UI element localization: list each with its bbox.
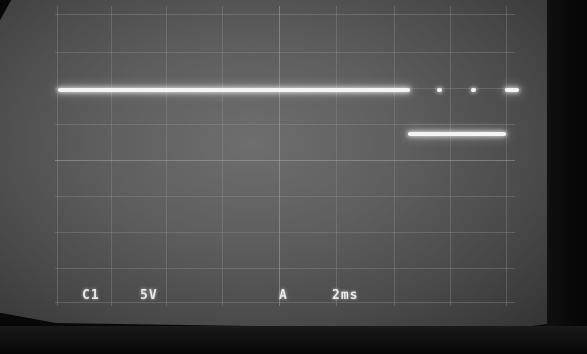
trigger-readout: A (279, 288, 288, 303)
graticule-vertical-line (506, 6, 507, 306)
graticule-center-horizontal-line (55, 160, 515, 161)
waveform-low-level-trace (408, 132, 506, 136)
graticule-horizontal-line (55, 268, 515, 269)
waveform-high-level-segment (505, 88, 519, 92)
volts-per-div-readout: 5V (140, 288, 158, 303)
graticule-vertical-line (336, 6, 337, 306)
channel-readout: C1 (82, 288, 100, 303)
graticule-center-vertical-line (279, 6, 280, 306)
graticule-vertical-line (166, 6, 167, 306)
graticule-vertical-line (111, 6, 112, 306)
waveform-dot (437, 88, 442, 92)
graticule-vertical-line (394, 6, 395, 306)
graticule-horizontal-line (55, 14, 515, 15)
time-per-div-readout: 2ms (332, 288, 359, 303)
waveform-high-level-trace (58, 88, 410, 92)
graticule-horizontal-line (55, 124, 515, 125)
graticule-horizontal-line (55, 52, 515, 53)
graticule-horizontal-line (55, 196, 515, 197)
graticule-horizontal-line (55, 302, 515, 303)
bezel-bottom (0, 326, 587, 354)
graticule-horizontal-line (55, 232, 515, 233)
waveform-dot (471, 88, 476, 92)
oscilloscope-screen: C1 5V A 2ms (0, 0, 560, 330)
bezel-right (547, 0, 587, 354)
graticule-vertical-line (222, 6, 223, 306)
graticule-vertical-line (57, 6, 58, 306)
graticule-vertical-line (450, 6, 451, 306)
